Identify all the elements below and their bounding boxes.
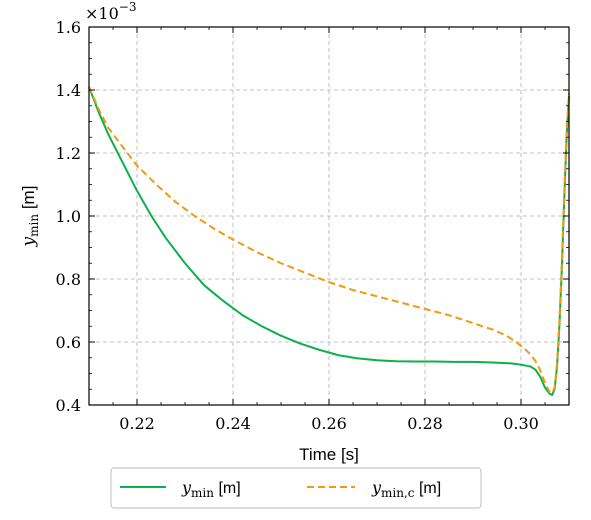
x-tick-label-2: 0.26	[311, 414, 347, 433]
x-tick-label-4: 0.30	[503, 414, 539, 433]
y-multiplier-base: ×10	[85, 4, 119, 23]
series-group	[88, 86, 570, 396]
y-axis-label: ymin [m]	[19, 186, 41, 248]
legend-0-sub: min	[191, 486, 214, 500]
y-tick-label-2: 0.8	[56, 270, 81, 289]
y-tick-label-1: 0.6	[56, 333, 81, 352]
tick-labels: 0.22 0.24 0.26 0.28 0.30 0.4 0.6 0.8 1.0 1.2 1.4 1.…	[56, 18, 539, 433]
y-tick-label-5: 1.4	[56, 81, 81, 100]
y-tick-label-4: 1.2	[56, 144, 81, 163]
legend-0-main: y	[181, 478, 192, 497]
y-axis-multiplier: ×10−3	[85, 0, 136, 23]
grid-lines	[89, 26, 569, 406]
y-tick-label-0: 0.4	[56, 396, 81, 415]
y-tick-label-3: 1.0	[56, 207, 81, 226]
x-tick-label-0: 0.22	[119, 414, 155, 433]
legend: ymin [m] ymin,c [m]	[110, 467, 482, 509]
legend-1-sub: min,c	[381, 486, 415, 500]
legend-entry-ymin: ymin [m]	[181, 478, 241, 500]
x-axis-label: Time [s]	[299, 445, 359, 464]
legend-1-main: y	[371, 478, 382, 497]
legend-box	[110, 467, 482, 509]
y-tick-label-6: 1.6	[56, 18, 81, 37]
legend-entry-ymin-c: ymin,c [m]	[371, 478, 441, 500]
y-multiplier-exponent: −3	[119, 0, 137, 14]
legend-1-unit: [m]	[415, 480, 442, 497]
x-tick-label-3: 0.28	[407, 414, 443, 433]
series-line-1	[88, 86, 570, 395]
legend-0-unit: [m]	[214, 480, 241, 497]
y-label-sub: min	[27, 214, 41, 237]
series-line-0	[88, 86, 570, 396]
axis-ticks	[88, 26, 570, 406]
y-label-unit: [m]	[19, 186, 38, 214]
x-tick-label-1: 0.24	[215, 414, 251, 433]
y-label-main: y	[19, 236, 39, 247]
